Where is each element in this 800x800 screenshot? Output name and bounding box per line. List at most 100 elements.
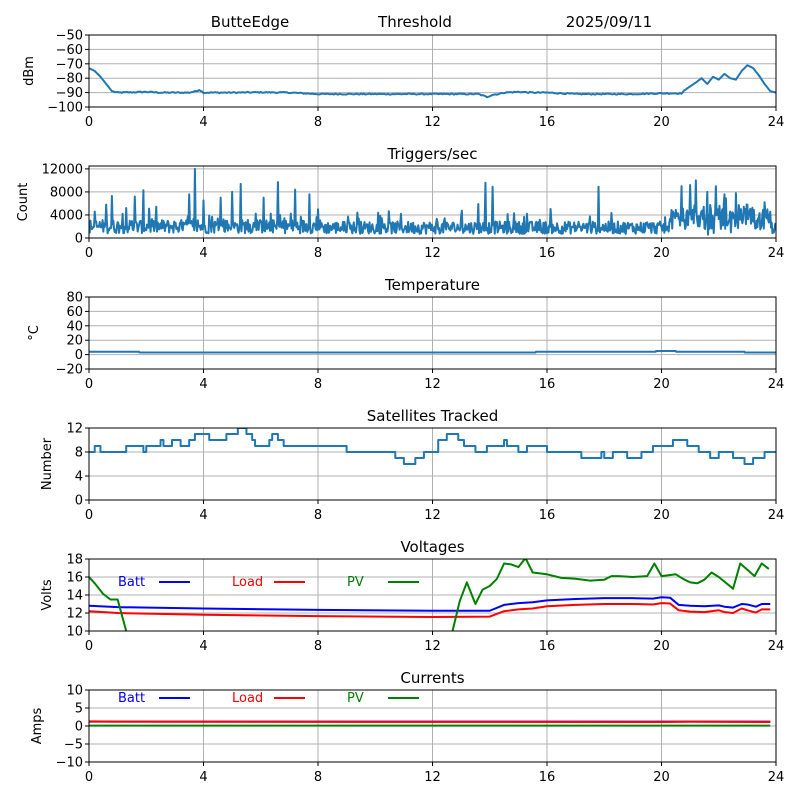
x-axis: 0 4 8 12 16 20 24 [85,238,784,261]
y-tick-label: 0 [75,348,83,363]
panel-satellites: 0 4 8 12 16 20 24 0 4 8 12 Number Satellites Tracked [40,407,784,523]
y-tick-label: 4000 [50,208,83,223]
x-tick-label: 20 [653,639,670,654]
x-axis: 0 4 8 12 16 20 24 [85,762,784,785]
y-tick-label: −90 [56,86,83,101]
x-axis: 0 4 8 12 16 20 24 [85,107,784,130]
y-axis-label: Amps [30,707,45,744]
x-axis: 0 4 8 12 16 20 24 [85,369,784,392]
panel-triggers: 0 4 8 12 16 20 24 0 4000 8000 12000 Count Triggers/s… [16,145,784,261]
series-line-triggers [89,167,776,236]
y-tick-label: 40 [66,319,83,334]
station-name: ButteEdge [211,13,290,31]
x-tick-label: 8 [314,377,322,392]
y-tick-label: −20 [56,363,83,378]
series-group [89,64,776,99]
plot-label: Threshold [377,13,452,31]
x-tick-label: 16 [539,246,556,261]
y-tick-label: −100 [47,101,83,116]
x-tick-label: 16 [539,115,556,130]
x-tick-label: 8 [314,115,322,130]
x-tick-label: 4 [199,770,207,785]
x-tick-label: 24 [768,508,785,523]
x-tick-label: 16 [539,508,556,523]
y-axis-label: dBm [22,56,37,86]
series-group [89,428,776,465]
x-tick-label: 20 [653,377,670,392]
y-tick-label: 0 [75,720,83,735]
panel-voltages: 0 4 8 12 16 20 24 10 12 14 16 18 Volts Voltages Batt Lo… [40,538,785,654]
y-tick-label: −70 [56,57,83,72]
y-tick-label: 18 [66,553,83,568]
x-tick-label: 4 [199,377,207,392]
y-tick-label: 5 [75,702,83,717]
series-line-temperature [89,350,776,354]
y-tick-label: 12000 [42,162,83,177]
panel-currents: 0 4 8 12 16 20 24 10 5 0 −5 −10 Amps Currents Batt Load… [30,669,784,785]
y-axis: 0 4000 8000 12000 [42,162,89,247]
x-tick-label: 24 [768,115,785,130]
x-tick-label: 24 [768,377,785,392]
y-tick-label: −50 [56,29,83,44]
x-tick-label: 24 [768,246,785,261]
y-tick-label: 12 [66,422,83,437]
panel-title: Currents [400,669,464,687]
series-group [89,167,776,236]
y-tick-label: −60 [56,43,83,58]
y-tick-label: 16 [66,571,83,586]
x-tick-label: 16 [539,639,556,654]
y-axis: 0 4 8 12 [66,422,89,509]
grid [88,34,777,108]
series-line-threshold [89,64,776,99]
x-tick-label: 8 [314,508,322,523]
legend-label-batt: Batt [118,575,145,590]
x-tick-label: 0 [85,508,93,523]
series-group [89,350,776,354]
y-tick-label: −10 [56,756,83,771]
y-tick-label: 0 [75,232,83,247]
x-tick-label: 20 [653,508,670,523]
panel-threshold: 0 4 8 12 16 20 24 −50−60−70−80−90−100 dBm [22,29,784,131]
y-axis: 10 12 14 16 18 [66,553,89,640]
x-tick-label: 20 [653,770,670,785]
y-tick-label: 80 [66,291,83,306]
x-tick-label: 0 [85,770,93,785]
y-tick-label: 20 [66,334,83,349]
y-axis: −50−60−70−80−90−100 [47,29,89,116]
x-tick-label: 24 [768,639,785,654]
panel-title: Voltages [400,538,464,556]
series-group [89,559,771,631]
x-tick-label: 20 [653,246,670,261]
x-tick-label: 12 [424,246,441,261]
y-axis-label: °C [27,325,42,341]
legend-label-pv: PV [347,691,364,706]
y-tick-label: −80 [56,72,83,87]
y-tick-label: 8000 [50,185,83,200]
y-tick-label: 10 [66,625,83,640]
legend-label-load: Load [232,691,263,706]
series-line-batt [89,596,771,612]
x-tick-label: 24 [768,770,785,785]
figure-header: ButteEdge Threshold 2025/09/11 [211,13,653,31]
x-tick-label: 8 [314,639,322,654]
x-tick-label: 8 [314,770,322,785]
x-tick-label: 20 [653,115,670,130]
x-tick-label: 0 [85,639,93,654]
x-tick-label: 4 [199,508,207,523]
series-line-load [89,602,771,619]
grid [88,427,777,501]
series-line-satellites [89,428,776,465]
x-tick-label: 12 [424,770,441,785]
y-axis-label: Volts [40,579,55,611]
y-tick-label: 14 [66,589,83,604]
series-line-pv [89,559,770,631]
y-tick-label: 60 [66,305,83,320]
y-tick-label: 10 [66,684,83,699]
grid [88,558,777,632]
x-tick-label: 0 [85,377,93,392]
x-tick-label: 12 [424,639,441,654]
x-tick-label: 0 [85,246,93,261]
panel-title: Satellites Tracked [367,407,498,425]
